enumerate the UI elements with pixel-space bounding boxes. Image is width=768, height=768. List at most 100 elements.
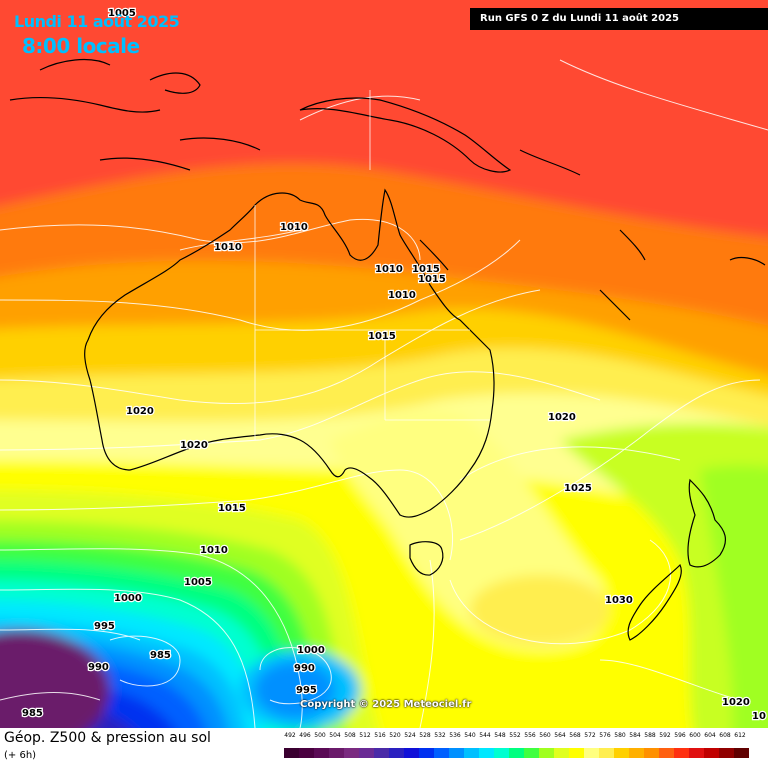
isobar-label: 1020 bbox=[548, 412, 576, 423]
scale-swatch bbox=[419, 748, 434, 758]
scale-swatch bbox=[314, 748, 329, 758]
scale-tick-label: 576 bbox=[599, 732, 611, 739]
scale-tick-label: 508 bbox=[344, 732, 356, 739]
new-guinea-coastline bbox=[299, 97, 512, 173]
isobar-label: 985 bbox=[150, 650, 171, 661]
copyright-notice: Copyright © 2025 Meteociel.fr bbox=[300, 699, 472, 710]
isobar-label: 1015 bbox=[218, 503, 246, 514]
isobar-label: 990 bbox=[88, 662, 109, 673]
scale-tick-label: 512 bbox=[359, 732, 371, 739]
scale-tick-label: 608 bbox=[719, 732, 731, 739]
scale-swatch bbox=[404, 748, 419, 758]
color-scale: 492 496 500 504 508 512 516 520 524 528 532 536 540 5… bbox=[284, 732, 752, 766]
isobar-label: 1020 bbox=[126, 406, 154, 417]
scale-swatch bbox=[689, 748, 704, 758]
scale-swatch bbox=[449, 748, 464, 758]
isobar-label: 995 bbox=[94, 621, 115, 632]
scale-tick-label: 584 bbox=[629, 732, 641, 739]
isobar-label: 1010 bbox=[375, 264, 403, 275]
scale-tick-label: 600 bbox=[689, 732, 701, 739]
scale-swatch bbox=[674, 748, 689, 758]
isobar-label: 1010 bbox=[388, 290, 416, 301]
scale-swatch bbox=[629, 748, 644, 758]
scale-tick-label: 500 bbox=[314, 732, 326, 739]
scale-swatch bbox=[539, 748, 554, 758]
forecast-date: Lundi 11 août 2025 bbox=[14, 12, 180, 31]
scale-swatch bbox=[479, 748, 494, 758]
isobar-label: 990 bbox=[294, 663, 315, 674]
forecast-time: 8:00 locale bbox=[22, 34, 140, 58]
scale-tick-label: 568 bbox=[569, 732, 581, 739]
scale-swatch bbox=[554, 748, 569, 758]
isobar-label: 1020 bbox=[180, 440, 208, 451]
australia-coastline bbox=[84, 188, 495, 518]
isobar-label: 1005 bbox=[108, 8, 136, 19]
legend-title: Géop. Z500 & pression au sol bbox=[4, 730, 211, 746]
nz-south-coastline bbox=[627, 563, 682, 641]
scale-tick-label: 552 bbox=[509, 732, 521, 739]
isobar-label: 1000 bbox=[297, 645, 325, 656]
scale-tick-label: 604 bbox=[704, 732, 716, 739]
scale-tick-label: 524 bbox=[404, 732, 416, 739]
scale-tick-label: 516 bbox=[374, 732, 386, 739]
legend-subtitle: (+ 6h) bbox=[4, 750, 37, 761]
isobar-label: 1010 bbox=[214, 242, 242, 253]
scale-swatch bbox=[464, 748, 479, 758]
scale-swatch bbox=[704, 748, 719, 758]
scale-swatch bbox=[599, 748, 614, 758]
scale-swatch bbox=[374, 748, 389, 758]
isobar-label: 1015 bbox=[412, 264, 440, 275]
isobar-label: 1030 bbox=[605, 595, 633, 606]
isobar-label: 1005 bbox=[184, 577, 212, 588]
scale-tick-label: 592 bbox=[659, 732, 671, 739]
tasmania-coastline bbox=[409, 541, 444, 576]
scale-swatch bbox=[509, 748, 524, 758]
scale-swatch bbox=[644, 748, 659, 758]
scale-swatch bbox=[434, 748, 449, 758]
scale-swatch bbox=[359, 748, 374, 758]
scale-tick-label: 548 bbox=[494, 732, 506, 739]
scale-tick-label: 536 bbox=[449, 732, 461, 739]
scale-swatch bbox=[569, 748, 584, 758]
coastlines bbox=[9, 59, 766, 641]
isobar-label: 1015 bbox=[418, 274, 446, 285]
scale-swatch bbox=[584, 748, 599, 758]
nz-north-coastline bbox=[687, 478, 727, 568]
scale-tick-label: 556 bbox=[524, 732, 536, 739]
scale-swatch bbox=[329, 748, 344, 758]
scale-swatch bbox=[524, 748, 539, 758]
borders bbox=[254, 90, 490, 440]
scale-swatch bbox=[284, 748, 299, 758]
scale-swatch bbox=[719, 748, 734, 758]
scale-tick-label: 520 bbox=[389, 732, 401, 739]
isobar-label: 985 bbox=[22, 708, 43, 719]
scale-tick-label: 504 bbox=[329, 732, 341, 739]
legend-panel: Géop. Z500 & pression au sol (+ 6h) 492 4… bbox=[0, 728, 768, 768]
scale-tick-label: 580 bbox=[614, 732, 626, 739]
scale-tick-label: 564 bbox=[554, 732, 566, 739]
scale-swatch bbox=[494, 748, 509, 758]
scale-tick-label: 572 bbox=[584, 732, 596, 739]
scale-tick-label: 528 bbox=[419, 732, 431, 739]
weather-map: 1005 1010 1010 1010 1015 1015 1010 1015 … bbox=[0, 0, 768, 728]
scale-swatch bbox=[389, 748, 404, 758]
isobar-label: 1015 bbox=[368, 331, 396, 342]
scale-tick-label: 596 bbox=[674, 732, 686, 739]
scale-tick-label: 588 bbox=[644, 732, 656, 739]
scale-swatch bbox=[344, 748, 359, 758]
scale-swatch bbox=[659, 748, 674, 758]
isobar-label: 1010 bbox=[280, 222, 308, 233]
scale-tick-label: 532 bbox=[434, 732, 446, 739]
isobar-label: 995 bbox=[296, 685, 317, 696]
isobar-labels: 1005 1010 1010 1010 1015 1015 1010 1015 … bbox=[21, 7, 767, 724]
scale-swatch bbox=[734, 748, 749, 758]
scale-tick-label: 612 bbox=[734, 732, 746, 739]
scale-tick-label: 544 bbox=[479, 732, 491, 739]
scale-tick-label: 560 bbox=[539, 732, 551, 739]
isobar-label: 1020 bbox=[722, 697, 750, 708]
scale-tick-label: 492 bbox=[284, 732, 296, 739]
isobar-label: 1010 bbox=[200, 545, 228, 556]
scale-swatch bbox=[299, 748, 314, 758]
isobar-label: 10 bbox=[752, 711, 766, 722]
scale-tick-label: 496 bbox=[299, 732, 311, 739]
